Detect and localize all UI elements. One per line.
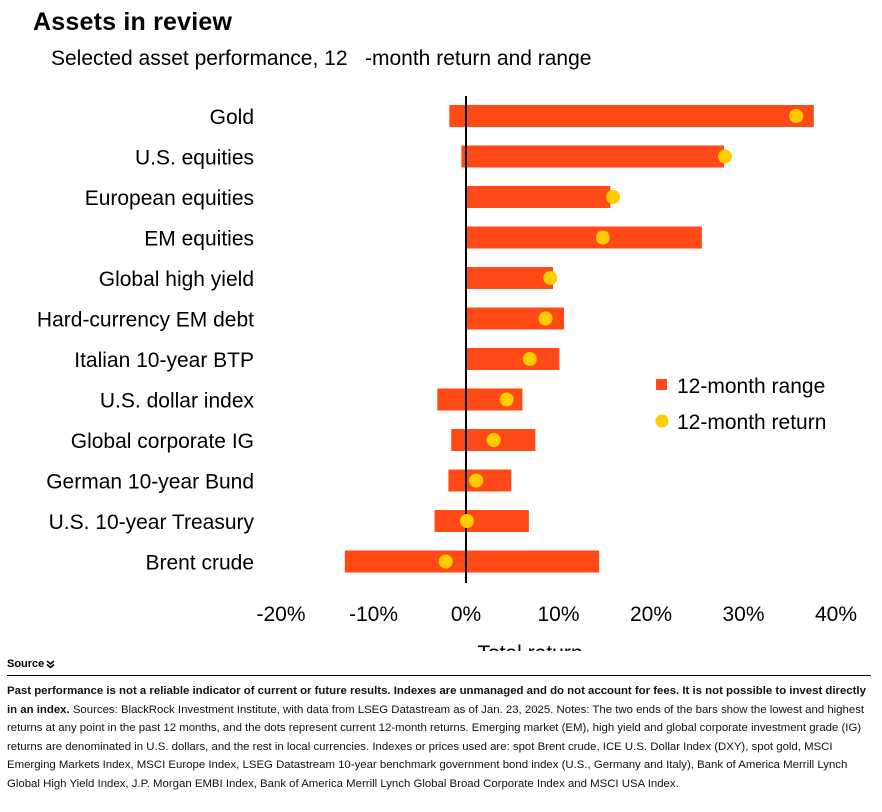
category-label: U.S. 10-year Treasury [49, 511, 255, 534]
return-dot [499, 392, 514, 407]
range-bar [461, 145, 725, 168]
sources-text: Sources: BlackRock Investment Institute,… [7, 703, 865, 790]
return-dot [469, 473, 484, 488]
range-bar [466, 307, 565, 330]
source-toggle-button[interactable]: Source [7, 658, 55, 670]
legend-label-range: 12-month range [677, 375, 825, 398]
return-dot [486, 433, 501, 447]
source-divider [7, 675, 871, 676]
x-axis-label: Total return [477, 642, 582, 652]
source-notes: Past performance is not a reliable indic… [7, 682, 871, 794]
return-dot [718, 149, 732, 164]
x-tick-label: 20% [630, 603, 672, 626]
source-section: Source Past performance is not a reliabl… [7, 654, 871, 794]
return-dot [438, 554, 453, 569]
range-bar [434, 510, 529, 532]
double-chevron-down-icon [46, 659, 55, 669]
legend-swatch-range [656, 379, 667, 390]
source-toggle-label: Source [7, 658, 45, 670]
x-tick-label: 30% [722, 603, 764, 626]
return-dot [543, 271, 558, 285]
x-tick-label: 40% [815, 603, 857, 626]
category-label: European equities [85, 187, 254, 210]
return-dot [595, 230, 610, 245]
category-label: U.S. dollar index [100, 390, 255, 413]
return-dot [522, 352, 537, 366]
category-label: Global corporate IG [71, 430, 254, 453]
range-bar [449, 105, 814, 127]
category-label: German 10-year Bund [46, 471, 254, 494]
range-bar [344, 550, 600, 573]
return-dot [789, 109, 804, 123]
return-dot [459, 514, 474, 528]
x-tick-label: 10% [537, 603, 579, 626]
range-bar [466, 226, 702, 249]
x-tick-label: 0% [451, 603, 481, 626]
range-bar [437, 388, 523, 411]
category-label: EM equities [144, 228, 254, 251]
range-bar [466, 267, 553, 289]
category-label: Hard-currency EM debt [37, 309, 254, 332]
x-tick-label: -20% [256, 603, 305, 626]
legend-label-return: 12-month return [677, 411, 826, 434]
legend-swatch-return [655, 414, 669, 428]
category-label: Brent crude [145, 552, 254, 575]
return-dot [606, 190, 621, 204]
return-dot [538, 311, 553, 326]
chart-title: Assets in review [33, 8, 233, 36]
category-label: Italian 10-year BTP [74, 349, 254, 372]
category-label: U.S. equities [135, 147, 254, 170]
disclaimer-text: Past performance is not a reliable indic… [7, 685, 866, 716]
range-bar [466, 348, 560, 370]
category-label: Gold [210, 106, 254, 129]
range-bar [466, 186, 611, 208]
chart-subtitle: Selected asset performance, 12 -month re… [51, 47, 592, 70]
range-chart: Gold U.S. equities European equities EM equ… [37, 96, 857, 652]
category-label: Global high yield [99, 268, 254, 291]
x-tick-label: -10% [349, 603, 398, 626]
